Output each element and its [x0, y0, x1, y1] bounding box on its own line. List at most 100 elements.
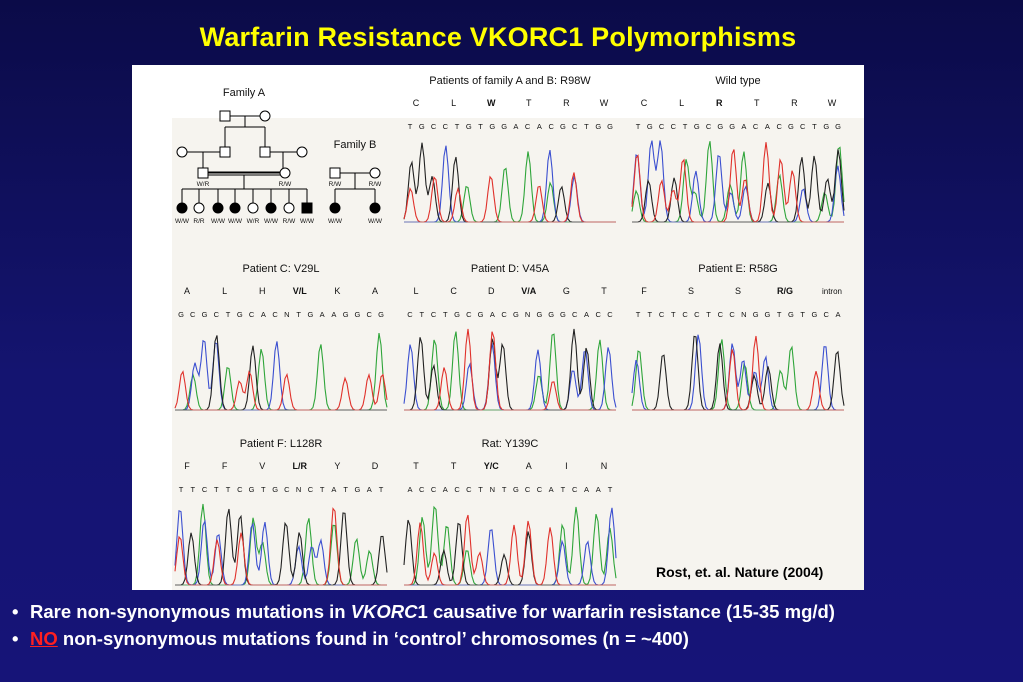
base-call: G: [513, 310, 519, 319]
amino-acid-label: S: [735, 286, 741, 296]
base-call: C: [284, 485, 290, 494]
amino-acid-label: S: [688, 286, 694, 296]
base-call: G: [729, 122, 735, 131]
base-call: T: [647, 310, 652, 319]
genotype-label: R/W: [283, 218, 297, 225]
base-call: T: [478, 485, 483, 494]
amino-acid-label: L: [451, 98, 456, 108]
base-call: G: [835, 122, 841, 131]
slide-title: Warfarin Resistance VKORC1 Polymorphisms: [199, 22, 797, 52]
amino-acid-label: G: [563, 286, 570, 296]
base-call: N: [525, 310, 530, 319]
base-call: C: [706, 122, 712, 131]
base-call: C: [431, 485, 437, 494]
base-call: A: [331, 485, 336, 494]
panel-title: Patient C: V29L: [242, 263, 319, 275]
amino-acid-label: R: [791, 98, 798, 108]
base-call: C: [466, 310, 472, 319]
amino-acid-label: Y/C: [484, 461, 500, 471]
panel-title: Rat: Y139C: [482, 438, 539, 450]
base-call: G: [788, 310, 794, 319]
base-call: A: [490, 310, 495, 319]
genotype-label: R/W: [369, 181, 383, 188]
pedigree-circle: [176, 202, 188, 214]
base-call: G: [501, 122, 507, 131]
pedigree-circle: [369, 202, 381, 214]
base-call: G: [560, 310, 566, 319]
amino-acid-label: intron: [822, 287, 842, 296]
base-call: T: [419, 310, 424, 319]
base-call: T: [584, 122, 589, 131]
base-call: C: [237, 485, 243, 494]
base-call: C: [718, 310, 724, 319]
pedigree-circle: [369, 167, 381, 179]
amino-acid-label: R: [563, 98, 570, 108]
base-call: A: [596, 485, 601, 494]
base-call: A: [765, 122, 770, 131]
base-call: C: [443, 122, 449, 131]
base-call: G: [478, 310, 484, 319]
panel-title: Patient D: V45A: [471, 263, 550, 275]
base-call: C: [431, 122, 437, 131]
genotype-label: W/W: [368, 218, 383, 225]
base-call: A: [331, 310, 336, 319]
amino-acid-label: V/A: [521, 286, 537, 296]
base-call: C: [308, 485, 314, 494]
base-call: C: [272, 310, 278, 319]
base-call: G: [355, 310, 361, 319]
base-call: C: [190, 310, 196, 319]
base-call: N: [296, 485, 301, 494]
pedigree-square: [219, 110, 231, 122]
base-call: C: [572, 485, 578, 494]
base-call: A: [367, 485, 372, 494]
base-call: T: [455, 122, 460, 131]
pedigree-circle: [193, 202, 205, 214]
base-call: N: [741, 310, 746, 319]
base-call: A: [261, 310, 266, 319]
base-call: N: [490, 485, 495, 494]
genotype-label: R/W: [279, 181, 293, 188]
base-call: T: [408, 122, 413, 131]
base-call: T: [636, 310, 641, 319]
base-call: T: [379, 485, 384, 494]
amino-acid-label: T: [601, 286, 607, 296]
pedigree-circle: [329, 202, 341, 214]
amino-acid-label: V: [259, 461, 265, 471]
base-call: G: [764, 310, 770, 319]
base-call: C: [214, 310, 220, 319]
amino-acid-label: F: [641, 286, 647, 296]
amino-acid-label: I: [565, 461, 568, 471]
gene-name: VKORC: [350, 601, 418, 622]
base-call: C: [572, 310, 578, 319]
base-call: C: [407, 310, 413, 319]
base-call: G: [272, 485, 278, 494]
base-call: T: [296, 310, 301, 319]
bullet-item: • Rare non-synonymous mutations in VKORC1…: [12, 601, 835, 628]
base-call: G: [753, 310, 759, 319]
amino-acid-label: L: [413, 286, 418, 296]
base-call: G: [595, 122, 601, 131]
base-call: C: [824, 310, 830, 319]
amino-acid-label: H: [259, 286, 266, 296]
base-call: T: [443, 310, 448, 319]
amino-acid-label: T: [451, 461, 457, 471]
pedigree-circle: [259, 110, 271, 122]
base-call: T: [343, 485, 348, 494]
base-call: C: [659, 122, 665, 131]
amino-acid-label: W: [828, 98, 837, 108]
base-call: C: [659, 310, 665, 319]
pedigree-square: [219, 146, 231, 158]
base-call: T: [261, 485, 266, 494]
genotype-label: W/W: [328, 218, 343, 225]
pedigree-circle: [212, 202, 224, 214]
amino-acid-label: L/R: [293, 461, 308, 471]
base-call: C: [776, 122, 782, 131]
base-call: T: [320, 485, 325, 494]
base-call: G: [812, 310, 818, 319]
pedigree-circle: [296, 146, 308, 158]
